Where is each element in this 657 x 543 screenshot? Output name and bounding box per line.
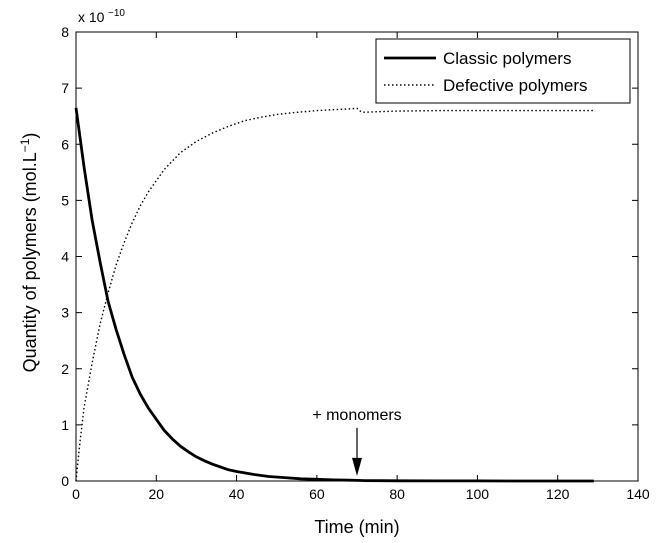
series-line-classic-polymers [74, 107, 594, 483]
annotation-label: + monomers [312, 407, 401, 424]
y-multiplier-exponent: −10 [108, 8, 125, 19]
y-tick-label: 8 [61, 24, 69, 40]
legend-box [375, 38, 631, 104]
y-tick-label: 4 [61, 249, 69, 265]
x-tick-label: 60 [309, 486, 325, 502]
x-tick-label: 140 [626, 486, 650, 502]
series-line-defective-polymers [75, 107, 594, 482]
x-tick-label: 120 [546, 486, 570, 502]
y-tick-label: 7 [61, 80, 69, 96]
x-tick-label: 100 [466, 486, 490, 502]
x-tick-label: 80 [389, 486, 405, 502]
annotation-arrow-head [352, 457, 362, 476]
y-tick-label: 2 [61, 361, 69, 377]
y-tick-label: 0 [61, 473, 69, 489]
x-axis-label: Time (min) [314, 517, 399, 537]
y-tick-label: 3 [61, 305, 69, 321]
y-multiplier: x 10 [78, 9, 105, 25]
legend-label: Defective polymers [443, 76, 588, 95]
y-tick-label: 5 [61, 192, 69, 208]
legend-label: Classic polymers [443, 49, 571, 68]
x-tick-label: 40 [229, 486, 245, 502]
y-tick-label: 1 [61, 417, 69, 433]
y-tick-label: 6 [61, 136, 69, 152]
x-tick-label: 20 [148, 486, 164, 502]
x-tick-label: 0 [72, 486, 80, 502]
y-axis-label: Quantity of polymers (mol.L−1) [18, 133, 40, 373]
